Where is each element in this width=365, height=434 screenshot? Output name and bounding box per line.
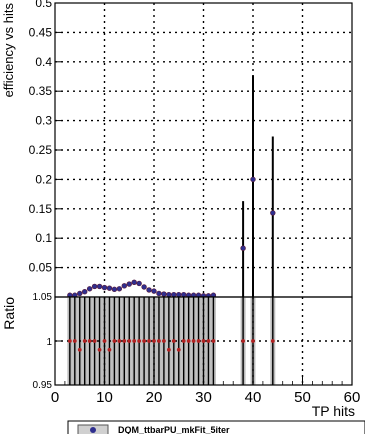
top-y-tick-label: 0.25 [29, 143, 53, 157]
top-y-ticks: 0.05 0.1 0.15 0.2 0.25 0.3 0.35 0.4 0.45 0.5 [29, 0, 63, 275]
data-point [156, 290, 162, 297]
data-point [86, 286, 93, 292]
data-point [146, 287, 152, 293]
data-point [121, 283, 128, 289]
ratio-point [196, 339, 201, 343]
data-point [106, 285, 113, 291]
bottom-y-tick-label: 0.95 [33, 380, 53, 391]
bottom-y-tick-label: 1 [46, 337, 52, 348]
ratio-point [171, 339, 176, 343]
ratio-point [206, 339, 211, 343]
data-point [136, 280, 142, 287]
x-tick-label: 20 [146, 389, 163, 406]
ratio-point [142, 339, 147, 343]
ratio-point [147, 339, 151, 343]
data-point [81, 289, 88, 295]
legend-marker [90, 427, 96, 433]
data-point [161, 291, 167, 297]
ratio-point [166, 347, 171, 352]
ratio-point [152, 339, 156, 343]
ratio-point [186, 339, 191, 343]
top-grid [55, 3, 352, 297]
ratio-point [72, 339, 77, 343]
data-point [141, 284, 147, 290]
data-point [111, 286, 118, 293]
data-point [126, 281, 132, 287]
legend-label: DQM_ttbarPU_mkFit_5iter [118, 425, 230, 434]
x-tick-label: 10 [96, 389, 113, 406]
x-tick-label: 0 [51, 389, 59, 406]
ratio-point [157, 339, 161, 343]
top-y-tick-label: 0.1 [35, 231, 52, 245]
bottom-y-axis-label: Ratio [1, 297, 17, 330]
bottom-y-ticks: 0.95 1 1.05 [33, 292, 63, 391]
data-point [176, 291, 182, 298]
ratio-point [241, 339, 246, 343]
ratio-point [127, 339, 132, 343]
top-y-tick-label: 0.4 [35, 55, 52, 69]
ratio-point [122, 339, 127, 343]
ratio-point [97, 347, 102, 352]
data-point [270, 210, 276, 216]
data-point [250, 176, 256, 183]
data-point [131, 279, 137, 285]
ratio-point [92, 339, 97, 343]
x-ticks: 0 10 20 30 40 50 60 [51, 377, 361, 406]
ratio-point [112, 339, 117, 343]
ratio-point [102, 339, 107, 343]
data-point [91, 283, 98, 290]
data-point [101, 284, 108, 291]
ratio-point [132, 339, 137, 343]
x-tick-label: 40 [245, 389, 262, 406]
x-tick-label: 50 [294, 389, 311, 406]
top-y-tick-label: 0.5 [35, 0, 52, 10]
x-tick-label: 60 [344, 389, 361, 406]
ratio-point [270, 339, 275, 343]
top-y-tick-label: 0.45 [29, 25, 53, 39]
ratio-point [201, 339, 206, 343]
legend: DQM_ttbarPU_mkFit_5iter [67, 420, 365, 434]
ratio-point [82, 339, 87, 343]
top-y-tick-label: 0.2 [35, 172, 52, 186]
ratio-data-points [67, 339, 275, 352]
ratio-point [211, 339, 216, 343]
x-tick-label: 30 [195, 389, 212, 406]
top-y-axis-label: efficiency vs hits [1, 3, 16, 98]
top-y-tick-label: 0.3 [35, 114, 52, 128]
bottom-y-tick-label: 1.05 [33, 292, 53, 303]
data-point [166, 291, 172, 298]
legend-box [67, 420, 365, 434]
data-point [77, 290, 83, 297]
data-point [96, 283, 103, 290]
data-point [151, 288, 157, 294]
ratio-point [162, 339, 166, 343]
ratio-point [67, 339, 72, 343]
ratio-point [77, 347, 82, 352]
ratio-point [251, 339, 255, 343]
data-point [171, 291, 177, 298]
data-point [181, 291, 187, 298]
ratio-point [137, 339, 142, 343]
top-y-tick-label: 0.05 [29, 261, 53, 275]
data-point [240, 245, 246, 251]
top-y-tick-label: 0.35 [29, 84, 53, 98]
ratio-point [176, 347, 181, 352]
ratio-point [117, 339, 122, 343]
data-point [116, 286, 123, 292]
ratio-point [191, 339, 196, 343]
ratio-point [181, 339, 186, 343]
ratio-point [87, 339, 92, 343]
top-y-tick-label: 0.15 [29, 202, 53, 216]
ratio-point [107, 347, 112, 352]
x-axis-label: TP hits [312, 403, 355, 419]
